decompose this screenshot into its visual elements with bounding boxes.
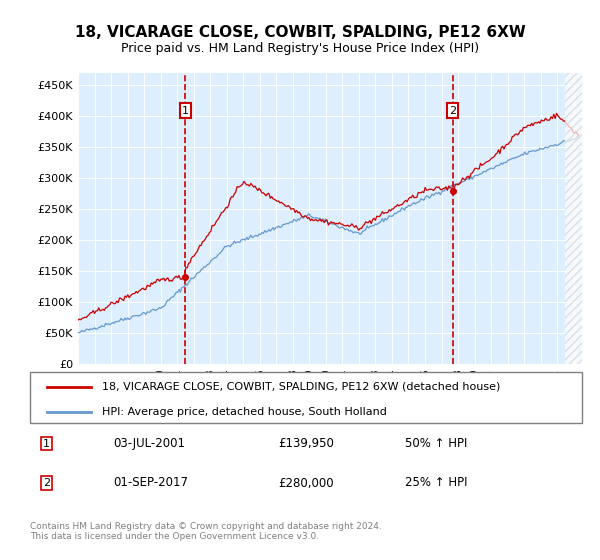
Text: £139,950: £139,950	[278, 437, 334, 450]
Text: 18, VICARAGE CLOSE, COWBIT, SPALDING, PE12 6XW (detached house): 18, VICARAGE CLOSE, COWBIT, SPALDING, PE…	[102, 381, 500, 391]
Text: 25% ↑ HPI: 25% ↑ HPI	[406, 477, 468, 489]
Text: 2: 2	[449, 106, 456, 116]
Text: 01-SEP-2017: 01-SEP-2017	[113, 477, 188, 489]
FancyBboxPatch shape	[30, 372, 582, 423]
Text: £280,000: £280,000	[278, 477, 334, 489]
Text: 18, VICARAGE CLOSE, COWBIT, SPALDING, PE12 6XW: 18, VICARAGE CLOSE, COWBIT, SPALDING, PE…	[74, 25, 526, 40]
Text: 03-JUL-2001: 03-JUL-2001	[113, 437, 185, 450]
Text: 50% ↑ HPI: 50% ↑ HPI	[406, 437, 468, 450]
Text: Price paid vs. HM Land Registry's House Price Index (HPI): Price paid vs. HM Land Registry's House …	[121, 42, 479, 55]
Text: 1: 1	[182, 106, 189, 116]
Text: 1: 1	[43, 439, 50, 449]
Text: HPI: Average price, detached house, South Holland: HPI: Average price, detached house, Sout…	[102, 407, 386, 417]
Text: Contains HM Land Registry data © Crown copyright and database right 2024.
This d: Contains HM Land Registry data © Crown c…	[30, 522, 382, 542]
Text: 2: 2	[43, 478, 50, 488]
